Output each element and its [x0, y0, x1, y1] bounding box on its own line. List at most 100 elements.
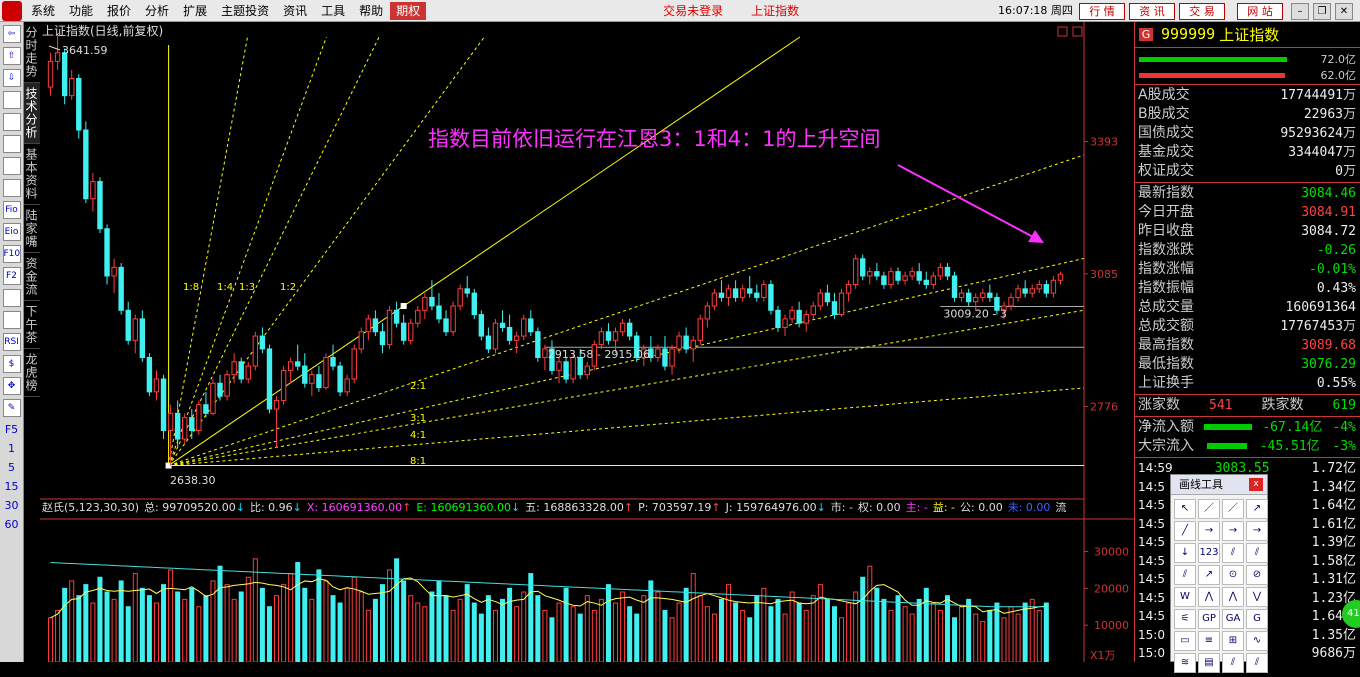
tick-row[interactable]: 14:5 1.64亿: [1135, 496, 1360, 515]
tick-list[interactable]: 14:59 3083.55 1.72亿 14:5 1.34亿 14:5 1.64亿 14:5 1…: [1135, 459, 1360, 663]
trade-login-status[interactable]: 交易未登录: [663, 3, 724, 18]
vtab-4[interactable]: 资金流: [24, 253, 40, 301]
menu-item-0[interactable]: 系统: [31, 3, 56, 18]
draw-tool-button-28[interactable]: ≋: [1174, 653, 1196, 673]
period-button-5[interactable]: 60: [4, 518, 19, 531]
left-tool-icon-14[interactable]: RSI: [2, 333, 21, 351]
draw-tool-button-13[interactable]: ↗: [1198, 565, 1220, 585]
left-tool-icon-9[interactable]: Eio: [2, 223, 21, 241]
vtab-5[interactable]: 下午茶: [24, 301, 40, 349]
draw-tool-button-3[interactable]: ↗: [1246, 499, 1268, 519]
kline-chart[interactable]: 上证指数(日线,前复权) 3393 3085 2776 1:8 1:4 1:3 1:2 2:1 3…: [40, 22, 1134, 662]
menu-item-3[interactable]: 分析: [145, 3, 170, 18]
draw-tool-button-30[interactable]: ⫽: [1222, 653, 1244, 673]
left-tool-icon-3[interactable]: [2, 91, 21, 109]
left-tool-icon-13[interactable]: [2, 311, 21, 329]
draw-tool-button-19[interactable]: ⋁: [1246, 587, 1268, 607]
left-tool-icon-2[interactable]: ⇩: [2, 69, 21, 87]
menu-item-5[interactable]: 主题投资: [221, 3, 270, 18]
vtab-3[interactable]: 陆家嘴: [24, 205, 40, 253]
draw-tool-button-9[interactable]: 123: [1198, 543, 1220, 563]
left-tool-icon-5[interactable]: [2, 135, 21, 153]
draw-tool-button-26[interactable]: ⊞: [1222, 631, 1244, 651]
minimize-icon[interactable]: –: [1291, 3, 1309, 20]
row-value-number: 0: [1335, 164, 1343, 179]
draw-tool-button-1[interactable]: ／: [1198, 499, 1220, 519]
close-icon[interactable]: ✕: [1335, 3, 1353, 20]
vtab-2[interactable]: 基本资料: [24, 144, 40, 205]
draw-tool-button-12[interactable]: ⫽: [1174, 565, 1196, 585]
left-tool-icon-7[interactable]: [2, 179, 21, 197]
tab-quotes[interactable]: 行 情: [1079, 3, 1125, 20]
menu-item-4[interactable]: 扩展: [183, 3, 208, 18]
draw-tool-button-6[interactable]: →: [1222, 521, 1244, 541]
draw-tool-close-icon[interactable]: x: [1249, 478, 1263, 491]
left-tool-icon-12[interactable]: [2, 289, 21, 307]
tick-row[interactable]: 14:5 1.58亿: [1135, 552, 1360, 571]
menu-item-8[interactable]: 帮助: [359, 3, 384, 18]
draw-tool-button-4[interactable]: ╱: [1174, 521, 1196, 541]
draw-tool-button-20[interactable]: ⚟: [1174, 609, 1196, 629]
tick-row[interactable]: 15:0 9686万: [1135, 644, 1360, 663]
left-tool-icon-15[interactable]: $: [2, 355, 21, 373]
left-tool-icon-1[interactable]: ⇧: [2, 47, 21, 65]
left-tool-icon-4[interactable]: [2, 113, 21, 131]
draw-tool-button-15[interactable]: ⊘: [1246, 565, 1268, 585]
draw-tool-button-25[interactable]: ≡: [1198, 631, 1220, 651]
draw-tool-button-8[interactable]: ↓: [1174, 543, 1196, 563]
tick-row[interactable]: 14:59 3083.55 1.72亿: [1135, 459, 1360, 478]
draw-tool-button-14[interactable]: ⊙: [1222, 565, 1244, 585]
draw-tool-button-29[interactable]: ▤: [1198, 653, 1220, 673]
left-tool-icon-6[interactable]: [2, 157, 21, 175]
draw-tool-button-23[interactable]: G: [1246, 609, 1268, 629]
draw-tool-button-5[interactable]: →: [1198, 521, 1220, 541]
draw-tool-button-27[interactable]: ∿: [1246, 631, 1268, 651]
tick-row[interactable]: 14:5 1.39亿: [1135, 533, 1360, 552]
left-tool-icon-10[interactable]: F10: [2, 245, 21, 263]
tab-news[interactable]: 资 讯: [1129, 3, 1175, 20]
period-button-2[interactable]: 5: [8, 461, 15, 474]
vtab-6[interactable]: 龙虎榜: [24, 349, 40, 397]
vtab-1[interactable]: 技术分析: [24, 83, 40, 144]
stat-row: 今日开盘 3084.91: [1135, 203, 1360, 222]
period-button-4[interactable]: 30: [4, 499, 19, 512]
draw-tool-button-21[interactable]: GP: [1198, 609, 1220, 629]
draw-tool-button-31[interactable]: ⫽: [1246, 653, 1268, 673]
tick-row[interactable]: 14:5 1.23亿: [1135, 589, 1360, 608]
draw-tool-button-16[interactable]: W: [1174, 587, 1196, 607]
draw-tool-window[interactable]: 画线工具 x ↖ ／／ ↗ ╱ → → → ↓ 123 ⫽ ⫽ ⫽ ↗ ⊙ ⊘ W ⋀ ⋀ ⋁ ⚟ GP GA G ▭ ≡ ⊞ ∿ ≋ ▤…: [1170, 474, 1268, 673]
tick-row[interactable]: 14:5 1.61亿: [1135, 515, 1360, 534]
draw-tool-button-11[interactable]: ⫽: [1246, 543, 1268, 563]
draw-tool-button-17[interactable]: ⋀: [1198, 587, 1220, 607]
draw-tool-button-0[interactable]: ↖: [1174, 499, 1196, 519]
menu-item-2[interactable]: 报价: [107, 3, 132, 18]
draw-tool-button-10[interactable]: ⫽: [1222, 543, 1244, 563]
vtab-0[interactable]: 分时走势: [24, 22, 40, 83]
draw-tool-button-22[interactable]: GA: [1222, 609, 1244, 629]
menu-item-7[interactable]: 工具: [321, 3, 346, 18]
left-tool-icon-8[interactable]: Fio: [2, 201, 21, 219]
tick-row[interactable]: 14:5 1.31亿: [1135, 570, 1360, 589]
menu-item-6[interactable]: 资讯: [283, 3, 308, 18]
draw-tool-button-7[interactable]: →: [1246, 521, 1268, 541]
tab-web[interactable]: 网 站: [1237, 3, 1283, 20]
volume-bar: [535, 595, 541, 662]
draw-tool-button-18[interactable]: ⋀: [1222, 587, 1244, 607]
left-tool-icon-17[interactable]: ✎: [2, 399, 21, 417]
restore-icon[interactable]: ❐: [1313, 3, 1331, 20]
tick-row[interactable]: 15:0 1.35亿: [1135, 626, 1360, 645]
period-button-3[interactable]: 15: [4, 480, 19, 493]
tick-time: 15:0: [1138, 627, 1165, 642]
floating-badge[interactable]: 41: [1342, 600, 1360, 628]
period-button-0[interactable]: F5: [4, 423, 19, 436]
menu-item-1[interactable]: 功能: [69, 3, 94, 18]
period-button-1[interactable]: 1: [8, 442, 15, 455]
left-tool-icon-16[interactable]: ✥: [2, 377, 21, 395]
menu-options[interactable]: 期权: [390, 1, 427, 20]
draw-tool-button-24[interactable]: ▭: [1174, 631, 1196, 651]
tab-trade[interactable]: 交 易: [1179, 3, 1225, 20]
draw-tool-button-2[interactable]: ／: [1222, 499, 1244, 519]
tick-row[interactable]: 14:5 1.34亿: [1135, 478, 1360, 497]
left-tool-icon-0[interactable]: ⇦: [2, 25, 21, 43]
left-tool-icon-11[interactable]: F2: [2, 267, 21, 285]
